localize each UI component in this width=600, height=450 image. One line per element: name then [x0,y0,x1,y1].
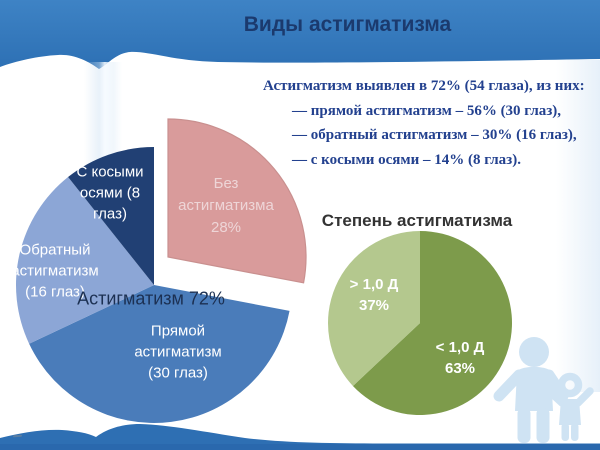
slide-title: Виды астигматизма [243,13,452,36]
page-edge-sheen [556,60,600,392]
slice-label-oblique-axes: С косыми осями (8 глаз) [76,162,143,225]
slice-label-inverse-astigmatism: Обратный астигматизм (16 глаз) [11,240,98,303]
label-line: 37% [358,297,390,314]
pie-slice-С косыми осями [68,147,154,285]
slice-label-direct-astigmatism: Прямой астигматизм (30 глаз) [134,321,221,384]
label-line: 63% [444,360,476,377]
label-line: астигматизма [178,197,274,214]
slice-label-no-astigmatism: Без астигматизма 28% [178,173,274,239]
label-line: Прямой [150,322,206,340]
stats-line-direct: — прямой астигматизм – 56% (30 глаз), [292,102,562,119]
adult-and-child-icon [493,337,594,443]
label-line: > 1,0 Д [349,276,399,293]
label-line: С косыми [76,163,144,181]
stats-block: Астигматизм выявлен в 72% (54 глаза), из… [263,74,595,172]
label-line: астигматизм [134,343,222,361]
pie-slice-Прямой астигматизм [29,285,290,423]
label-line: Без [213,175,239,192]
label-line: осями (8 [79,184,141,202]
astigmatism-total-label: Астигматизм 72% [77,288,225,309]
label-line: (16 глаз) [25,283,85,301]
slice-label-less-than-1d: < 1,0 Д 63% [436,337,485,379]
pie-slice-> 1,0 Д [327,231,420,386]
bottom-wave [0,424,600,450]
label-line: Обратный [19,241,91,259]
pie-slice-Без астигматизма [167,118,307,284]
header-band [0,0,600,69]
pie-slice-Обратный астигматизм [16,177,155,344]
pie-slice-< 1,0 Д [352,231,512,415]
label-line: (30 глаз) [148,364,208,382]
label-line: астигматизм [11,262,99,280]
stats-line-inverse: — обратный астигматизм – 30% (16 глаз), [292,127,577,143]
label-line: глаз) [93,205,127,223]
label-line: < 1,0 Д [435,339,485,356]
bottom-bar [0,444,600,450]
stats-line-oblique: — с косыми осями – 14% (8 глаз). [292,151,521,168]
degree-chart-title: Степень астигматизма [321,211,513,230]
label-line: 28% [210,219,242,236]
stats-line-total: Астигматизм выявлен в 72% (54 глаза), из… [263,78,585,94]
slice-label-more-than-1d: > 1,0 Д 37% [350,274,399,316]
